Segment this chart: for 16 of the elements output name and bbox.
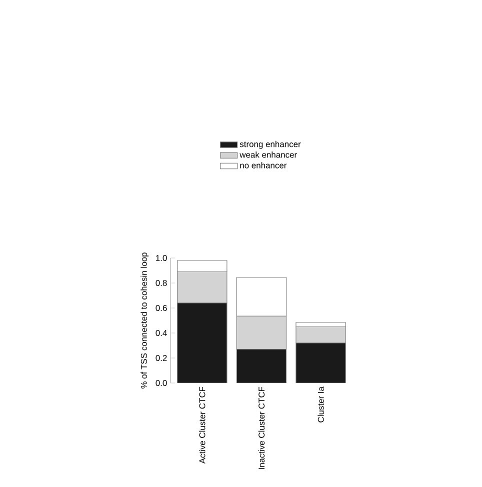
- x-tick-label: Cluster Ia: [318, 386, 324, 422]
- y-tick-label: 0.0: [156, 380, 167, 386]
- legend-label: strong enhancer: [240, 140, 301, 149]
- y-tick-label: 0.8: [156, 280, 167, 286]
- y-tick-label: 0.6: [156, 305, 167, 311]
- legend-label: no enhancer: [240, 162, 287, 168]
- y-tick-label: 1.0: [156, 255, 167, 261]
- bar: [177, 303, 227, 383]
- bar: [296, 342, 346, 383]
- bar: [236, 349, 286, 383]
- y-tick-label: 0.2: [156, 355, 167, 361]
- y-axis-title: % of TSS connected to cohesin loop: [140, 252, 149, 388]
- x-tick-label: Active Cluster CTCF: [199, 386, 206, 464]
- x-tick-label: Inactive Cluster CTCF: [258, 386, 265, 470]
- legend-label: weak enhancer: [240, 152, 297, 158]
- y-tick-label: 0.4: [156, 330, 167, 336]
